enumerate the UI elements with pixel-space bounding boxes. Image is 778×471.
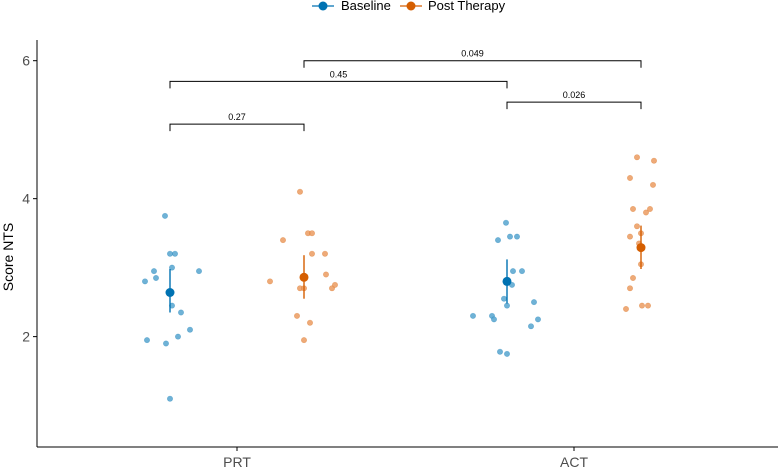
data-point — [622, 305, 629, 312]
data-point — [502, 219, 509, 226]
mean-point — [502, 276, 512, 286]
x-tick-label: PRT — [223, 454, 251, 470]
data-point — [308, 230, 315, 237]
data-point — [496, 348, 503, 355]
y-axis: 2 4 6 — [22, 40, 38, 447]
y-tick-label: 6 — [22, 53, 30, 69]
data-point — [626, 285, 633, 292]
mean-point — [165, 288, 175, 297]
legend-entry-baseline[interactable]: Baseline — [312, 0, 391, 13]
data-points — [142, 154, 657, 402]
y-tick-label: 4 — [22, 191, 30, 207]
data-point — [626, 175, 633, 182]
data-point — [490, 316, 497, 323]
data-point — [167, 250, 174, 257]
data-point — [629, 274, 636, 281]
data-point — [503, 350, 510, 357]
significance-brackets: 0.27 0.45 0.049 0.026 — [169, 49, 642, 132]
legend-marker-post-therapy — [406, 1, 416, 11]
data-point — [167, 395, 174, 402]
data-point — [296, 188, 303, 195]
data-point — [527, 323, 534, 330]
data-point — [629, 206, 636, 213]
data-point — [506, 233, 513, 240]
data-point — [494, 237, 501, 244]
data-point — [469, 312, 476, 319]
data-point — [162, 212, 169, 219]
data-point — [646, 206, 653, 213]
data-point — [500, 295, 507, 302]
data-point — [300, 337, 307, 344]
data-point — [153, 274, 160, 281]
x-axis: PRT ACT — [37, 446, 778, 470]
p-value-label: 0.049 — [461, 49, 484, 59]
data-point — [633, 223, 640, 230]
y-axis-label: Score NTS — [0, 223, 16, 291]
data-point — [331, 281, 338, 288]
data-point — [322, 271, 329, 278]
data-point — [306, 319, 313, 326]
legend-label-baseline: Baseline — [341, 0, 391, 13]
y-tick-label: 2 — [22, 329, 30, 345]
data-point — [518, 268, 525, 275]
data-point — [279, 237, 286, 244]
data-point — [142, 278, 149, 285]
data-point — [642, 209, 649, 216]
significance-bracket — [506, 101, 642, 110]
data-point — [650, 157, 657, 164]
data-point — [266, 278, 273, 285]
legend: Baseline Post Therapy — [312, 0, 506, 13]
data-point — [144, 337, 151, 344]
data-point — [178, 309, 185, 316]
mean-ci-markers — [165, 225, 646, 313]
data-point — [509, 268, 516, 275]
data-point — [633, 154, 640, 161]
data-point — [196, 268, 203, 275]
data-point — [534, 316, 541, 323]
data-point — [626, 233, 633, 240]
p-value-label: 0.026 — [563, 90, 586, 100]
p-value-label: 0.27 — [228, 112, 246, 122]
data-point — [169, 264, 176, 271]
data-point — [293, 312, 300, 319]
data-point — [172, 250, 179, 257]
data-point — [187, 326, 194, 333]
legend-marker-baseline — [318, 1, 328, 11]
data-point — [308, 250, 315, 257]
significance-bracket — [169, 123, 305, 132]
p-value-label: 0.45 — [330, 69, 348, 79]
legend-entry-post-therapy[interactable]: Post Therapy — [400, 0, 506, 13]
data-point — [638, 302, 645, 309]
data-point — [175, 333, 182, 340]
significance-bracket — [303, 60, 642, 68]
data-point — [163, 340, 170, 347]
data-point — [503, 302, 510, 309]
data-point — [649, 181, 656, 188]
significance-bracket — [169, 80, 508, 89]
data-point — [513, 233, 520, 240]
x-tick-label: ACT — [560, 454, 588, 470]
data-point — [644, 302, 651, 309]
data-point — [321, 250, 328, 257]
data-point — [530, 299, 537, 306]
mean-point — [299, 272, 309, 282]
data-point — [151, 268, 158, 275]
mean-point — [636, 243, 646, 253]
legend-label-post-therapy: Post Therapy — [428, 0, 506, 13]
